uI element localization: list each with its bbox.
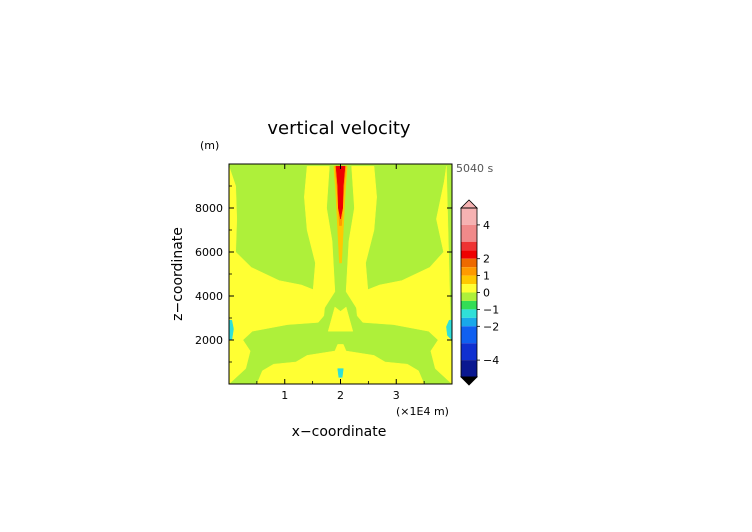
colorbar-lower-extend xyxy=(460,376,478,386)
y-unit-label: (m) xyxy=(200,139,219,152)
colorbar-level-2 xyxy=(461,224,477,242)
colorbar-level-14 xyxy=(461,343,477,361)
colorbar-label: −4 xyxy=(483,354,499,367)
colorbar-level-3 xyxy=(461,241,477,251)
x-tick-label: 3 xyxy=(393,389,400,402)
colorbar-level-8 xyxy=(461,284,477,293)
plot-area: 1 2 3 2000 4000 6000 8000 xyxy=(195,163,453,402)
colorbar-level-7 xyxy=(461,275,477,285)
x-axis: 1 2 3 xyxy=(256,164,425,402)
colorbar-level-13 xyxy=(461,326,477,344)
contour-region-2 xyxy=(355,165,452,384)
chart-title: vertical velocity xyxy=(267,118,411,139)
colorbar-level-11 xyxy=(461,309,477,318)
contour-region-6 xyxy=(327,306,354,332)
colorbar-label: −2 xyxy=(483,320,499,333)
contour-region-5 xyxy=(256,344,425,384)
colorbar: 4 2 1 0 −1 −2 −4 xyxy=(460,199,499,386)
colorbar-level-15 xyxy=(461,360,477,377)
colorbar-level-1 xyxy=(461,208,477,225)
x-axis-label: x−coordinate xyxy=(292,424,387,440)
time-label: 5040 s xyxy=(456,162,493,175)
colorbar-level-10 xyxy=(461,300,477,310)
colorbar-upper-extend xyxy=(460,199,478,209)
colorbar-level-12 xyxy=(461,317,477,327)
contour-regions xyxy=(229,165,452,384)
contour-region-12 xyxy=(337,368,344,378)
y-tick-label: 4000 xyxy=(195,290,223,303)
y-axis-label: z−coordinate xyxy=(170,227,186,321)
x-tick-label: 2 xyxy=(337,389,344,402)
colorbar-label: −1 xyxy=(483,303,499,316)
contour-region-9 xyxy=(335,165,346,220)
colorbar-label: 4 xyxy=(483,219,490,232)
colorbar-level-9 xyxy=(461,292,477,301)
colorbar-level-5 xyxy=(461,258,477,268)
colorbar-level-4 xyxy=(461,250,477,259)
colorbar-label: 1 xyxy=(483,270,490,283)
contour-region-4 xyxy=(345,165,377,319)
x-unit-label: (×1E4 m) xyxy=(396,405,449,418)
contour-region-10 xyxy=(229,319,234,341)
y-tick-label: 2000 xyxy=(195,334,223,347)
colorbar-level-6 xyxy=(461,267,477,276)
colorbar-label: 2 xyxy=(483,253,490,266)
y-tick-label: 6000 xyxy=(195,246,223,259)
y-axis: 2000 4000 6000 8000 xyxy=(195,185,452,363)
contour-region-1 xyxy=(229,165,326,384)
colorbar-label: 0 xyxy=(483,287,490,300)
x-tick-label: 1 xyxy=(281,389,288,402)
contour-region-3 xyxy=(304,165,336,319)
y-tick-label: 8000 xyxy=(195,202,223,215)
